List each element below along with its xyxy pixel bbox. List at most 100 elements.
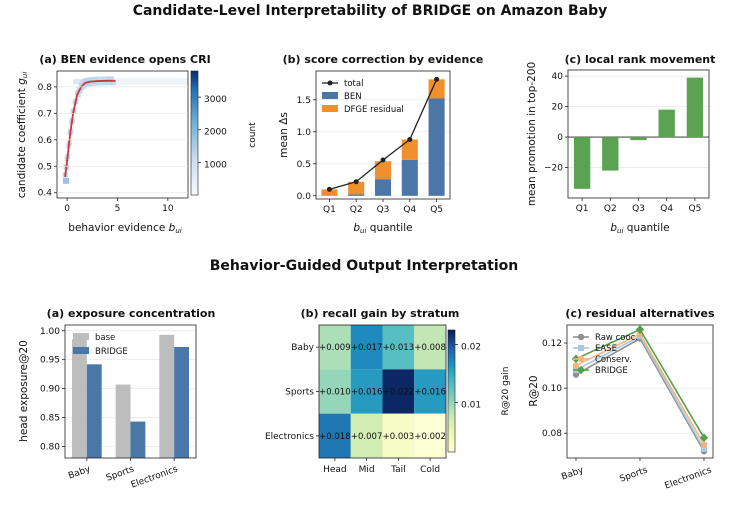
ben-cbar-tick-label: 3000 <box>204 95 227 105</box>
score-bar-dfge <box>374 161 392 180</box>
score-bar-ben <box>374 179 392 196</box>
ben-ylabel: candidate coefficient gui <box>16 72 29 199</box>
heat-cell-label: +0.017 <box>351 343 382 353</box>
top-suptitle: Candidate-Level Interpretability of BRID… <box>133 3 608 19</box>
ben-density-point <box>108 76 114 82</box>
heat-colorbar <box>447 329 456 453</box>
resid-ylabel: R@20 <box>528 375 540 406</box>
score-bar-ben <box>428 98 445 196</box>
rank-bar <box>602 137 619 171</box>
exp-bar-bridge <box>130 421 146 458</box>
exp-axes-frame <box>64 324 197 459</box>
resid-legend-marker <box>576 365 586 375</box>
ben-density-point <box>104 76 110 82</box>
ben-ytick-label: 0.6 <box>38 136 53 146</box>
score-axes-frame <box>315 70 451 200</box>
heat-axes-frame <box>318 324 447 459</box>
score-total-point <box>353 179 359 185</box>
heat-cell-label: +0.016 <box>414 388 445 398</box>
heat-col-label: Mid <box>359 465 375 475</box>
ben-density-point <box>89 80 95 86</box>
score-correction-chart: (b) score correction by evidence 0.0 0.5 1.… <box>278 53 483 235</box>
heat-cbar-tick-label: 0.02 <box>461 343 481 353</box>
score-bar-ben <box>348 194 365 196</box>
score-legend-total-marker <box>327 80 333 86</box>
rank-xtick-label: Q4 <box>660 204 673 214</box>
heat-cell <box>319 325 351 370</box>
ben-density-point <box>63 177 70 184</box>
score-ytick-label: 0.5 <box>297 160 311 170</box>
exp-ytick-label: 0.90 <box>40 385 60 395</box>
heat-cell <box>382 369 415 414</box>
exp-legend-base-label: base <box>95 333 115 343</box>
score-xtick-label: Q1 <box>323 205 336 215</box>
ben-cbar-tick-label: 2000 <box>204 128 227 138</box>
ben-cbar-label: count <box>248 122 258 148</box>
score-bar-ben <box>401 159 418 196</box>
score-legend-ben-label: BEN <box>344 92 362 102</box>
ben-density-point <box>99 76 105 82</box>
resid-title: (c) residual alternatives <box>565 307 715 320</box>
resid-ytick-label: 0.08 <box>542 429 562 439</box>
exp-bar-base <box>115 384 131 458</box>
ben-xtick-label: 0 <box>64 204 70 214</box>
ben-density-point <box>102 80 108 86</box>
resid-xtick-label: Electronics <box>664 465 714 491</box>
ben-ytick-label: 0.8 <box>38 83 53 93</box>
rank-bar <box>686 77 704 138</box>
resid-xtick-label: Sports <box>618 465 649 484</box>
ben-density-point <box>77 88 83 94</box>
ben-colorbar <box>190 70 199 196</box>
ben-density-point <box>94 76 100 82</box>
ben-xtick-label: 10 <box>162 204 174 214</box>
exp-ytick-label: 0.85 <box>40 414 60 424</box>
heat-cell <box>319 413 351 458</box>
resid-series-point <box>701 445 707 452</box>
heat-cell-label: +0.013 <box>383 343 414 353</box>
resid-legend-marker <box>577 355 585 363</box>
rank-bar <box>658 109 675 138</box>
heat-cell-label: +0.008 <box>414 343 445 353</box>
ben-density-point <box>86 81 92 87</box>
ben-density-point <box>97 80 103 86</box>
score-xlabel: bui quantile <box>353 222 412 235</box>
resid-legend-label: BRIDGE <box>595 366 628 376</box>
resid-legend-marker <box>578 345 584 351</box>
exp-bar-bridge <box>86 364 102 458</box>
heat-col-label: Cold <box>420 465 440 475</box>
resid-ytick-label: 0.12 <box>542 339 562 349</box>
heat-cell-label: +0.009 <box>319 343 350 353</box>
exp-xtick-label: Baby <box>67 464 92 481</box>
score-bar-dfge <box>401 139 418 160</box>
ben-evidence-chart: (a) BEN evidence opens CRI 0.4 0.5 0.6 0.7 0.… <box>16 53 258 235</box>
resid-series-point <box>635 325 645 334</box>
rank-ytick-label: 0 <box>557 133 563 143</box>
exp-ytick-label: 1.00 <box>40 327 60 337</box>
ben-xlabel: behavior evidence bui <box>68 222 181 235</box>
score-xtick-label: Q5 <box>430 205 443 215</box>
score-total-point <box>326 186 332 192</box>
score-xtick-label: Q3 <box>377 205 390 215</box>
rank-movement-chart: (c) local rank movement −20 0 20 40 Q1 Q2 Q3 Q4 Q… <box>526 53 715 235</box>
ben-density-point <box>75 92 81 98</box>
rank-xtick-label: Q2 <box>604 204 617 214</box>
heat-cell-label: +0.002 <box>414 432 445 442</box>
ben-density-point <box>91 76 97 82</box>
heat-col-label: Tail <box>390 465 406 475</box>
ben-density-band <box>82 77 188 85</box>
ben-density-point <box>87 77 93 83</box>
heat-row-label: Baby <box>291 343 314 353</box>
ben-density-point <box>85 77 91 83</box>
score-ytick-label: 1.0 <box>297 128 312 138</box>
rank-xtick-label: Q3 <box>632 204 645 214</box>
ben-density-point <box>106 80 112 86</box>
rank-bar <box>630 137 647 141</box>
exp-bar-base <box>159 334 175 458</box>
resid-ytick-label: 0.10 <box>542 384 562 394</box>
heat-cell <box>414 413 446 458</box>
heat-cell <box>350 369 383 414</box>
residual-alternatives-chart: (c) residual alternatives 0.08 0.10 0.12 Bab… <box>528 307 715 492</box>
heat-cell-label: +0.016 <box>351 388 382 398</box>
score-ytick-label: 0.0 <box>297 192 312 202</box>
